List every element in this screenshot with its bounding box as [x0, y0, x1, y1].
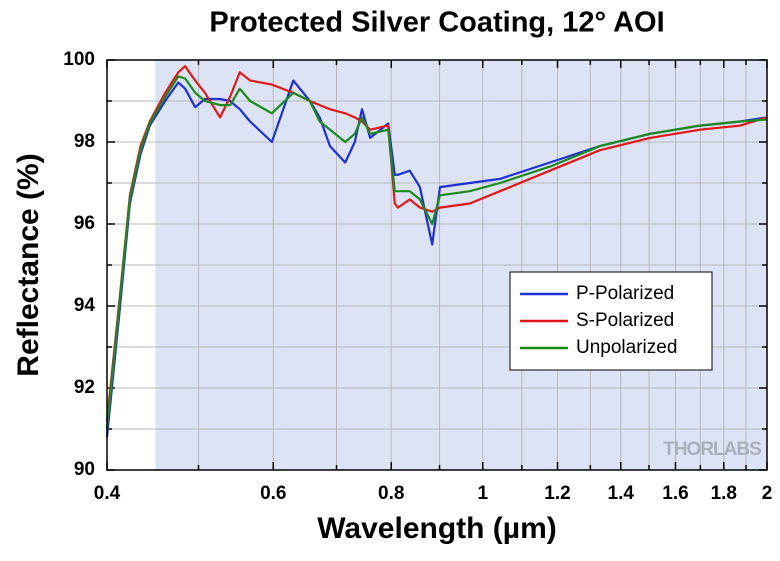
legend-label: P-Polarized: [576, 283, 674, 304]
legend-label: S-Polarized: [576, 310, 674, 331]
x-tick-label: 1.2: [544, 483, 570, 504]
x-tick-label: 0.4: [94, 483, 121, 504]
legend-label: Unpolarized: [576, 337, 677, 358]
y-axis-label: Reflectance (%): [12, 153, 45, 376]
x-tick-label: 1: [477, 483, 488, 504]
y-tick-label: 94: [74, 295, 96, 316]
x-tick-label: 0.6: [260, 483, 286, 504]
x-tick-label: 2: [762, 483, 773, 504]
line-series: [105, 65, 768, 421]
x-tick-label: 1.6: [662, 483, 688, 504]
x-axis-label: Wavelength (µm): [317, 512, 557, 545]
x-tick-label: 0.8: [378, 483, 404, 504]
watermark: THORLABS: [663, 439, 761, 460]
chart-title: Protected Silver Coating, 12° AOI: [209, 7, 664, 39]
line-series: [105, 79, 768, 438]
y-tick-label: 100: [63, 49, 95, 70]
y-tick-label: 98: [74, 131, 95, 152]
legend: P-Polarized S-Polarized Unpolarized: [509, 271, 713, 371]
x-tick-label: 1.8: [711, 483, 737, 504]
plot-frame: [106, 59, 768, 471]
x-tick-label: 1.4: [608, 483, 635, 504]
y-tick-label: 90: [74, 459, 95, 480]
y-tick-label: 92: [74, 377, 95, 398]
line-series: [105, 75, 768, 430]
y-tick-label: 96: [74, 213, 95, 234]
